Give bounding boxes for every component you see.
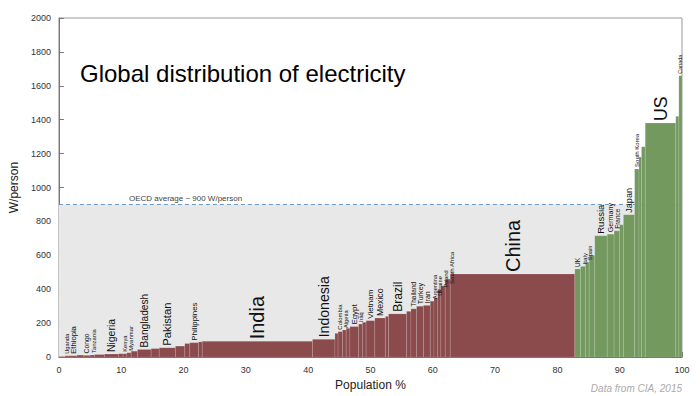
svg-text:70: 70 bbox=[490, 365, 500, 375]
svg-text:OECD average ~ 900 W/person: OECD average ~ 900 W/person bbox=[129, 194, 242, 203]
svg-text:W/person: W/person bbox=[7, 162, 21, 213]
svg-text:UK: UK bbox=[574, 257, 582, 267]
svg-text:Thailand: Thailand bbox=[410, 281, 418, 307]
svg-text:1400: 1400 bbox=[31, 115, 51, 125]
svg-text:Spain: Spain bbox=[587, 246, 593, 261]
svg-text:Argentina: Argentina bbox=[431, 274, 438, 300]
svg-text:800: 800 bbox=[36, 216, 51, 226]
svg-text:Colombia: Colombia bbox=[337, 304, 344, 330]
svg-text:Global distribution of electri: Global distribution of electricity bbox=[80, 60, 405, 87]
svg-text:Philippines: Philippines bbox=[190, 302, 199, 340]
svg-text:China: China bbox=[502, 219, 524, 272]
svg-text:Indonesia: Indonesia bbox=[316, 276, 332, 337]
svg-text:Uganda: Uganda bbox=[64, 333, 70, 354]
svg-text:Russia: Russia bbox=[595, 204, 606, 234]
svg-text:Population %: Population % bbox=[335, 378, 406, 392]
svg-text:Congo: Congo bbox=[83, 333, 91, 354]
svg-text:Italy: Italy bbox=[580, 253, 588, 265]
svg-text:Algeria: Algeria bbox=[343, 309, 349, 328]
svg-text:Mexico: Mexico bbox=[375, 288, 385, 316]
svg-text:Iraq: Iraq bbox=[358, 312, 364, 322]
svg-text:400: 400 bbox=[36, 284, 51, 294]
svg-text:0: 0 bbox=[46, 352, 51, 362]
svg-text:Germany: Germany bbox=[606, 203, 615, 233]
svg-text:Vietnam: Vietnam bbox=[366, 289, 375, 318]
svg-text:Ethiopia: Ethiopia bbox=[69, 325, 78, 353]
svg-text:US: US bbox=[651, 97, 671, 122]
svg-text:South Africa: South Africa bbox=[449, 251, 455, 284]
svg-text:Kenya: Kenya bbox=[122, 335, 128, 352]
svg-text:1000: 1000 bbox=[31, 183, 51, 193]
svg-text:Bangladesh: Bangladesh bbox=[139, 294, 150, 348]
svg-text:60: 60 bbox=[428, 365, 438, 375]
svg-text:Ukraine: Ukraine bbox=[437, 276, 444, 296]
svg-text:South Korea: South Korea bbox=[634, 133, 640, 167]
svg-text:Data from CIA, 2015: Data from CIA, 2015 bbox=[591, 383, 683, 394]
svg-text:100: 100 bbox=[674, 365, 689, 375]
svg-text:Poland: Poland bbox=[443, 270, 450, 288]
svg-text:50: 50 bbox=[365, 365, 375, 375]
svg-text:10: 10 bbox=[116, 365, 126, 375]
svg-text:600: 600 bbox=[36, 250, 51, 260]
svg-text:Iran: Iran bbox=[424, 291, 432, 304]
svg-text:80: 80 bbox=[552, 365, 562, 375]
svg-text:Nigeria: Nigeria bbox=[106, 319, 117, 352]
svg-text:90: 90 bbox=[615, 365, 625, 375]
svg-text:0: 0 bbox=[56, 365, 61, 375]
svg-text:India: India bbox=[246, 295, 268, 339]
svg-text:Brazil: Brazil bbox=[391, 282, 405, 312]
svg-text:30: 30 bbox=[241, 365, 251, 375]
svg-text:Egypt: Egypt bbox=[349, 304, 359, 325]
svg-text:1800: 1800 bbox=[31, 47, 51, 57]
svg-text:2000: 2000 bbox=[31, 13, 51, 23]
svg-text:1600: 1600 bbox=[31, 81, 51, 91]
svg-text:1200: 1200 bbox=[31, 149, 51, 159]
svg-text:France: France bbox=[614, 208, 621, 229]
svg-text:200: 200 bbox=[36, 318, 51, 328]
svg-text:Tanzania: Tanzania bbox=[91, 329, 97, 354]
svg-text:Japan: Japan bbox=[624, 188, 634, 213]
svg-text:Pakistan: Pakistan bbox=[161, 303, 173, 346]
svg-text:40: 40 bbox=[303, 365, 313, 375]
svg-text:Turkey: Turkey bbox=[416, 282, 425, 305]
svg-text:Canada: Canada bbox=[677, 55, 683, 74]
svg-text:Myanmar: Myanmar bbox=[128, 326, 134, 351]
svg-text:20: 20 bbox=[179, 365, 189, 375]
